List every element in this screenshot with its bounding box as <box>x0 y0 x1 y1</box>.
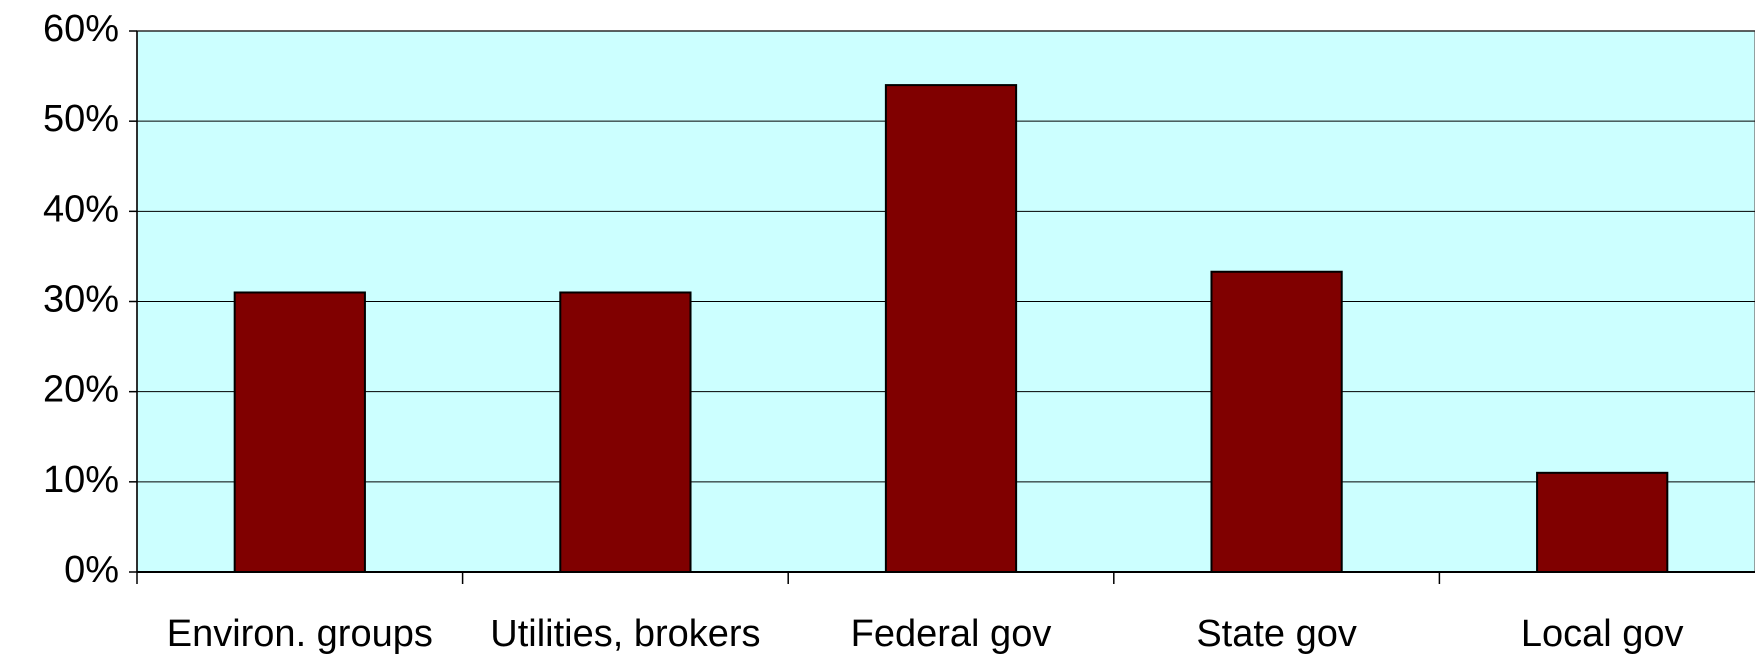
bar <box>559 291 692 573</box>
bar <box>233 291 366 573</box>
y-tick-label: 0% <box>64 549 119 591</box>
y-tick-label: 50% <box>43 98 119 140</box>
x-tick-label: Federal gov <box>851 613 1052 655</box>
bar <box>884 84 1018 573</box>
y-tick-label: 40% <box>43 188 119 230</box>
x-tick-label: Local gov <box>1521 613 1684 655</box>
y-tick-label: 30% <box>43 279 119 321</box>
x-tick-label: Utilities, brokers <box>490 613 760 655</box>
x-tick-label: Environ. groups <box>167 613 433 655</box>
bar <box>1210 270 1343 573</box>
bar <box>1536 471 1669 574</box>
y-tick-label: 60% <box>43 8 119 50</box>
y-tick-label: 10% <box>43 459 119 501</box>
x-tick-label: State gov <box>1196 613 1357 655</box>
y-tick-label: 20% <box>43 369 119 411</box>
